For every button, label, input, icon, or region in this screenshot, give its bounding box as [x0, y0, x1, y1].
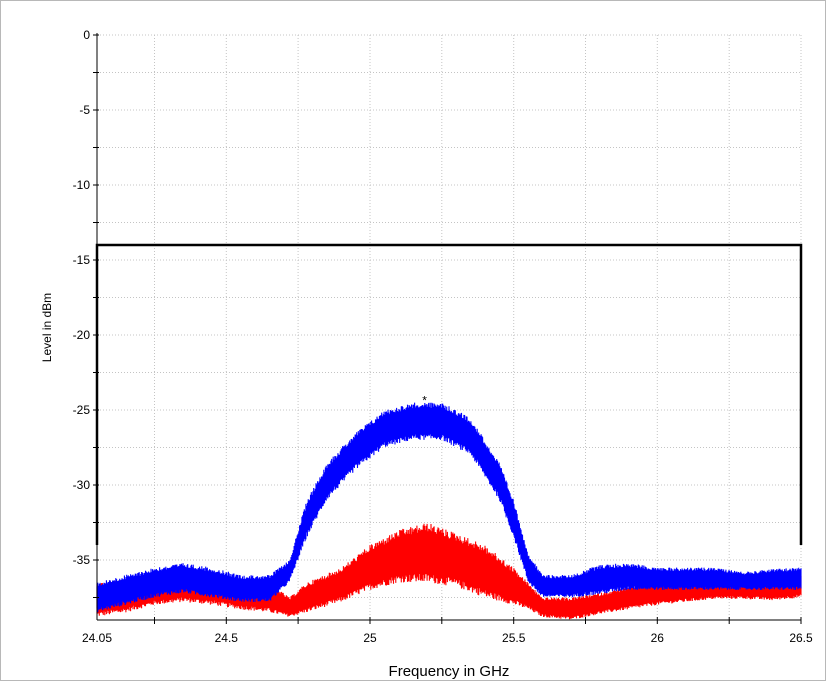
y-tick-label: -25	[73, 403, 91, 417]
y-tick-label: -5	[79, 103, 90, 117]
x-axis-label: Frequency in GHz	[389, 663, 510, 680]
x-tick-label: 25.5	[502, 631, 526, 645]
y-tick-label: -15	[73, 253, 91, 267]
peak-marker: *	[422, 394, 427, 408]
y-tick-label: -10	[73, 178, 91, 192]
grid	[97, 34, 802, 620]
y-axis-label: Level in dBm	[40, 293, 54, 362]
trace-blue	[96, 402, 802, 613]
tick-labels: 0 -5 -10 -15 -20 -25 -30 -35 24.05 24.5 25 25.5 26 26…	[73, 28, 813, 645]
y-tick-label: -35	[73, 553, 91, 567]
marker-layer: *	[422, 394, 427, 408]
x-tick-label: 26.5	[789, 631, 813, 645]
x-tick-label: 26	[651, 631, 665, 645]
x-tick-label: 24.5	[215, 631, 239, 645]
y-tick-label: -20	[73, 328, 91, 342]
y-tick-label: -30	[73, 478, 91, 492]
axes	[93, 33, 802, 624]
limit-line	[95, 243, 803, 545]
x-tick-label: 24.05	[82, 631, 112, 645]
x-tick-label: 25	[363, 631, 377, 645]
y-tick-label: 0	[83, 28, 90, 42]
limit-layer	[95, 243, 803, 545]
series-layer	[96, 402, 802, 620]
